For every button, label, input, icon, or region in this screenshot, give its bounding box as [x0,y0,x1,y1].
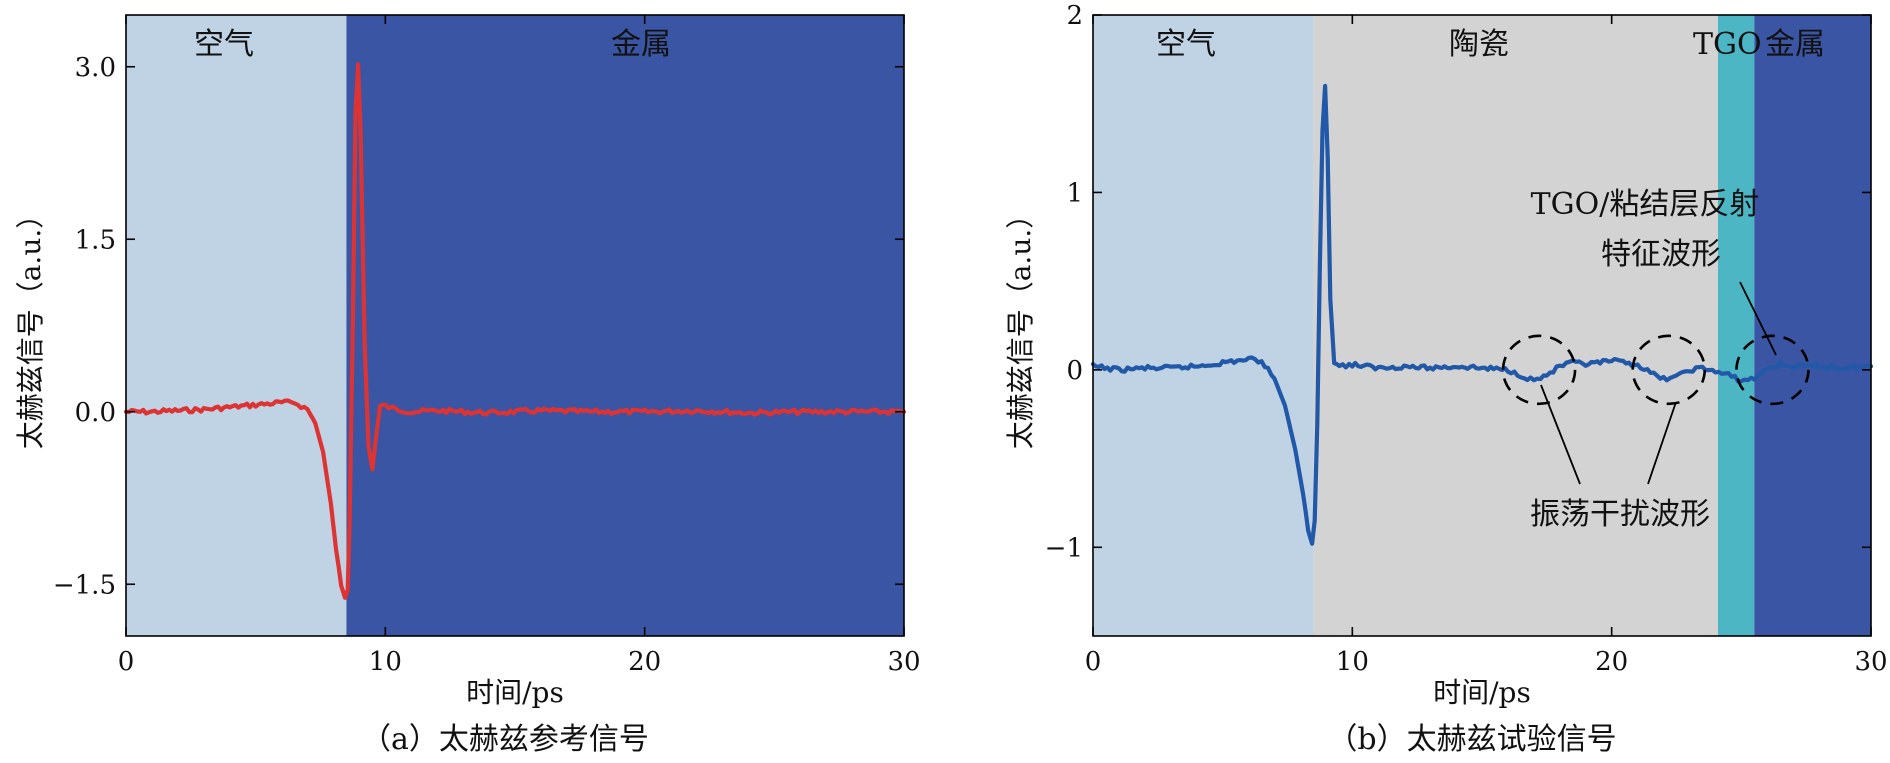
series-lines [123,62,907,600]
plot-frame [125,14,905,637]
region-label-tgo: TGO [1693,27,1762,62]
y-axis-label: 太赫兹信号（a.u.） [1004,201,1037,450]
region-bg-1 [346,15,904,636]
annotation-ellipse-0 [1501,334,1577,406]
region-bg-0 [126,15,347,636]
y-tick-label: 3.0 [75,53,116,83]
region-bg-2 [1717,15,1755,636]
region-backgrounds [1093,15,1871,636]
x-tick-label: 10 [369,647,402,677]
tick-labels: 0 10 20 30 −1.5 0.0 1.5 3.0 [53,53,921,677]
feature-label-line1: TGO/粘结层反射 [1531,187,1760,222]
x-tick-label: 30 [1854,647,1887,677]
chart-panel-a: 0 10 20 30 −1.5 0.0 1.5 3.0 空气 金属 时间/ps 太赫兹信号（a… [14,14,921,757]
tick-labels: 0 10 20 30 −1 0 1 2 [1045,1,1888,677]
y-tick-label: −1 [1045,533,1083,563]
region-backgrounds [126,15,904,636]
region-label-metal: 金属 [611,27,671,62]
chart-panel-b: 0 10 20 30 −1 0 1 2 空气 陶瓷 TGO 金属 振荡干扰波形 TGO/粘结层… [1004,1,1888,757]
caption: （b）太赫兹试验信号 [1327,722,1616,757]
x-tick-label: 20 [1595,647,1628,677]
leader-line-1 [1540,384,1581,485]
y-tick-label: −1.5 [53,570,116,600]
region-bg-1 [1313,15,1718,636]
y-axis-label: 太赫兹信号（a.u.） [14,201,47,450]
annotation-ellipse-1 [1631,334,1707,406]
leader-line-2 [1647,401,1677,485]
series-lines [1090,83,1874,546]
oscillation-label: 振荡干扰波形 [1530,497,1710,532]
series-line-0 [1090,83,1874,546]
y-tick-label: 0 [1066,356,1083,386]
region-bg-0 [1093,15,1314,636]
region-label-metal: 金属 [1765,27,1825,62]
plot-frame [1092,14,1872,637]
x-tick-label: 0 [1085,647,1102,677]
region-bg-3 [1754,15,1871,636]
tick-marks [1092,14,1872,636]
region-label-air: 空气 [1156,27,1216,62]
y-tick-label: 0.0 [75,398,116,428]
y-tick-label: 1 [1066,178,1083,208]
y-tick-label: 2 [1066,1,1083,31]
region-label-ceramic: 陶瓷 [1449,27,1509,62]
feature-label-line2: 特征波形 [1601,237,1721,272]
y-tick-label: 1.5 [75,225,116,255]
x-axis-label: 时间/ps [466,676,564,709]
x-axis-label: 时间/ps [1433,676,1531,709]
series-line-0 [123,62,907,600]
oscillation-ellipses [1501,334,1810,406]
region-label-air: 空气 [194,27,254,62]
x-tick-label: 10 [1336,647,1369,677]
caption: （a）太赫兹参考信号 [361,722,649,757]
tick-marks [125,15,905,636]
leader-line-3 [1739,281,1777,356]
x-tick-label: 0 [118,647,135,677]
x-tick-label: 20 [628,647,661,677]
annotation-ellipse-2 [1735,334,1810,406]
x-tick-label: 30 [887,647,920,677]
